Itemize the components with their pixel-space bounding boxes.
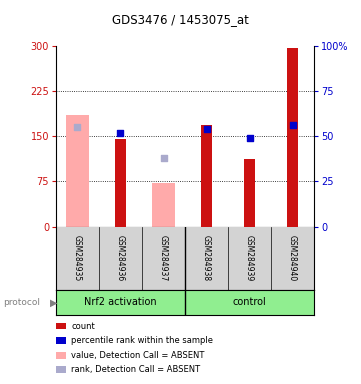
Point [161, 155, 166, 161]
Text: ▶: ▶ [50, 297, 57, 308]
Text: count: count [71, 321, 95, 331]
Text: GSM284939: GSM284939 [245, 235, 254, 281]
Point [290, 122, 295, 129]
Text: GSM284935: GSM284935 [73, 235, 82, 281]
Text: GDS3476 / 1453075_at: GDS3476 / 1453075_at [112, 13, 249, 26]
Text: Nrf2 activation: Nrf2 activation [84, 297, 157, 308]
Point [118, 130, 123, 136]
Point [247, 135, 252, 141]
Text: GSM284937: GSM284937 [159, 235, 168, 281]
Text: protocol: protocol [4, 298, 40, 307]
Text: GSM284938: GSM284938 [202, 235, 211, 281]
Text: value, Detection Call = ABSENT: value, Detection Call = ABSENT [71, 351, 205, 360]
Text: percentile rank within the sample: percentile rank within the sample [71, 336, 213, 345]
Point [75, 124, 81, 131]
Bar [287, 48, 299, 227]
Bar [66, 115, 89, 227]
Bar [152, 183, 175, 227]
Text: GSM284940: GSM284940 [288, 235, 297, 281]
Point [204, 126, 209, 132]
Bar [201, 126, 212, 227]
Bar [244, 159, 256, 227]
Text: GSM284936: GSM284936 [116, 235, 125, 281]
Bar [114, 139, 126, 227]
Text: rank, Detection Call = ABSENT: rank, Detection Call = ABSENT [71, 365, 201, 374]
Text: control: control [233, 297, 266, 308]
